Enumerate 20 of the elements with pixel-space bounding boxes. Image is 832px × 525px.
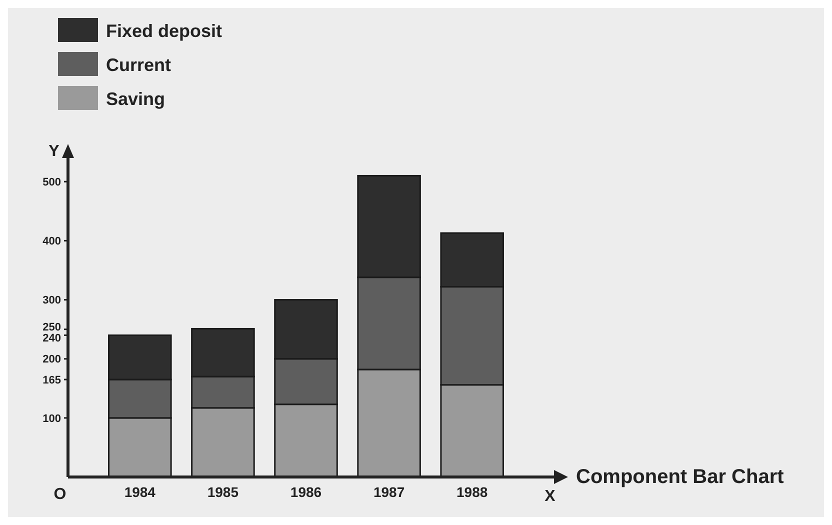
legend-label: Saving (106, 89, 166, 109)
y-tick-label: 300 (42, 294, 61, 307)
x-tick-label: 1988 (456, 484, 488, 500)
y-tick-label: 500 (42, 176, 61, 188)
x-axis-title: X (544, 488, 556, 505)
legend-label: Fixed deposit (106, 21, 222, 41)
y-tick-label: 250 (42, 322, 61, 334)
y-tick-label: 400 (42, 236, 61, 248)
x-tick-label: 1985 (207, 484, 239, 500)
y-tick-label: 165 (42, 374, 61, 386)
y-axis-title: Y (48, 143, 60, 160)
x-tick-label: 1986 (290, 484, 322, 500)
y-tick-label: 100 (42, 412, 61, 425)
x-tick-label: 1987 (373, 484, 405, 500)
text: Component Bar Chart (576, 466, 784, 488)
text: O (54, 486, 66, 503)
x-tick-label: 1984 (124, 484, 156, 500)
y-tick-label: 200 (42, 354, 61, 366)
legend-label: Current (106, 55, 172, 75)
y-tick-label: 240 (42, 332, 61, 345)
